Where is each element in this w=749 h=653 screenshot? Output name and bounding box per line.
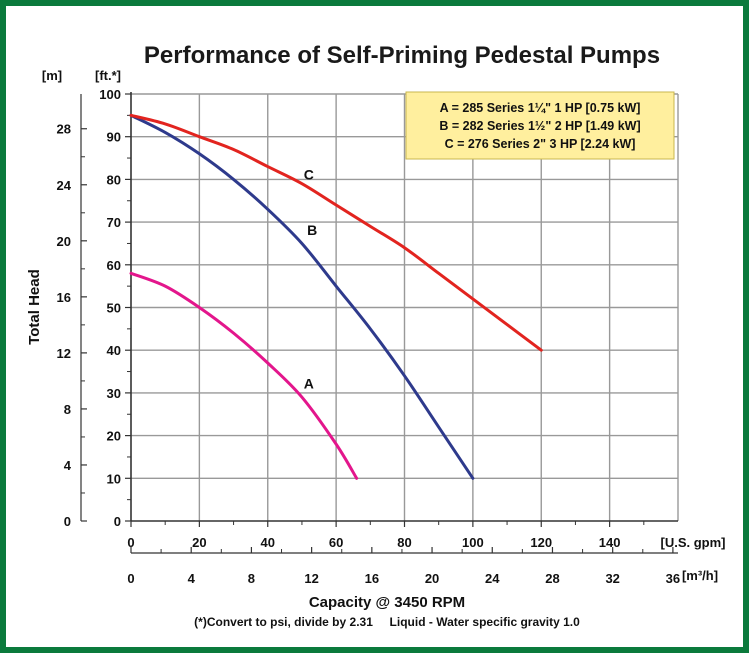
x2-tick-label: 24 (485, 571, 500, 586)
curve-a (129, 271, 359, 480)
x2-tick-label: 28 (545, 571, 559, 586)
y2-tick-label: 4 (64, 458, 72, 473)
x2-tick-label: 4 (188, 571, 196, 586)
y-tick-label: 0 (114, 514, 121, 529)
y-tick-label: 90 (107, 130, 121, 145)
x-tick-label: 120 (530, 535, 552, 550)
chart-title: Performance of Self-Priming Pedestal Pum… (144, 42, 660, 69)
axes (80, 92, 678, 554)
x-axis-label: Capacity @ 3450 RPM (309, 594, 465, 611)
legend-box (405, 91, 675, 160)
y2-tick-label: 12 (57, 346, 71, 361)
x2-tick-label: 36 (666, 571, 680, 586)
x2-unit-label: [m³/h] (682, 568, 718, 583)
x2-tick-label: 16 (365, 571, 379, 586)
curve-label-a: A (304, 376, 314, 392)
y-tick-label: 40 (107, 343, 121, 358)
pump-performance-chart: Performance of Self-Priming Pedestal Pum… (26, 42, 726, 629)
x-tick-label: 0 (127, 535, 134, 550)
grid (131, 93, 679, 521)
y-tick-label: 100 (99, 87, 121, 102)
x-tick-label: 60 (329, 535, 343, 550)
x-tick-label: 100 (462, 535, 484, 550)
x-tick-label: 40 (261, 535, 275, 550)
y-axis-label: Total Head (26, 269, 43, 345)
curve-b (129, 113, 475, 480)
x-unit-label: [U.S. gpm] (661, 535, 726, 550)
curve-label-c: C (304, 166, 314, 182)
x2-tick-label: 12 (304, 571, 318, 586)
legend-item-a: A = 285 Series 1¼" 1 HP [0.75 kW] (440, 101, 641, 115)
x2-tick-label: 32 (605, 571, 619, 586)
x-tick-label: 20 (192, 535, 206, 550)
y-tick-label: 60 (107, 258, 121, 273)
y-tick-label: 70 (107, 215, 121, 230)
x2-tick-label: 20 (425, 571, 439, 586)
x-tick-label: 80 (397, 535, 411, 550)
y2-tick-label: 20 (57, 234, 71, 249)
footnote: (*)Convert to psi, divide by 2.31 Liquid… (194, 615, 580, 629)
y2-unit-label: [m] (42, 68, 62, 83)
legend-item-b: B = 282 Series 1½" 2 HP [1.49 kW] (439, 119, 640, 133)
y2-tick-label: 16 (57, 290, 71, 305)
y-tick-label: 30 (107, 386, 121, 401)
y-tick-label: 10 (107, 471, 121, 486)
y-unit-label: [ft.*] (95, 68, 121, 83)
series: A B C (129, 113, 543, 480)
legend-item-c: C = 276 Series 2" 3 HP [2.24 kW] (445, 137, 636, 151)
curve-label-b: B (307, 222, 317, 238)
x2-tick-label: 8 (248, 571, 255, 586)
y-tick-label: 80 (107, 172, 121, 187)
y-tick-label: 50 (107, 301, 121, 316)
y2-tick-label: 24 (57, 178, 72, 193)
y2-tick-label: 28 (57, 122, 71, 137)
chart-panel: Performance of Self-Priming Pedestal Pum… (6, 6, 743, 647)
y2-tick-label: 8 (64, 402, 71, 417)
curve-c (129, 113, 543, 352)
y-tick-label: 20 (107, 429, 121, 444)
x2-tick-label: 0 (127, 571, 134, 586)
y2-tick-label: 0 (64, 514, 71, 529)
x-tick-label: 140 (599, 535, 621, 550)
